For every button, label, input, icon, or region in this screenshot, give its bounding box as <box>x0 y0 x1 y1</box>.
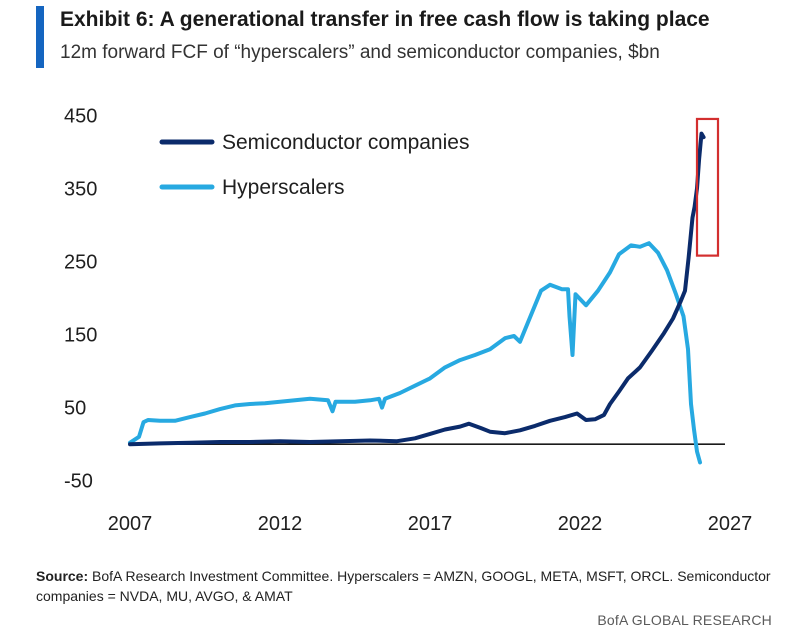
x-tick-label: 2012 <box>258 513 303 535</box>
series-line-hyperscalers <box>128 241 702 465</box>
fcf-line-chart: 450 350 250 150 50 -50 2007 2012 2017 2022 2027 S… <box>64 105 753 535</box>
legend: Semiconductor companies Hyperscalers <box>159 131 469 199</box>
source-text: BofA Research Investment Committee. Hype… <box>36 568 771 604</box>
x-tick-label: 2017 <box>408 513 453 535</box>
legend-label: Hyperscalers <box>222 176 345 199</box>
legend-label: Semiconductor companies <box>222 131 469 154</box>
accent-bar <box>36 6 44 68</box>
source-label: Source: <box>36 568 89 584</box>
y-axis-ticks: 450 350 250 150 50 -50 <box>64 105 97 492</box>
chart-subtitle: 12m forward FCF of “hyperscalers” and se… <box>60 42 660 63</box>
y-tick-label: -50 <box>64 471 93 493</box>
series-layer <box>128 131 706 465</box>
chart-title: Exhibit 6: A generational transfer in fr… <box>60 8 710 31</box>
y-tick-label: 250 <box>64 251 97 273</box>
highlight-box <box>695 117 720 257</box>
brand-label: BofA GLOBAL RESEARCH <box>597 612 772 628</box>
series-line-semiconductor <box>128 131 706 447</box>
y-tick-label: 450 <box>64 105 97 127</box>
x-axis-ticks: 2007 2012 2017 2022 2027 <box>108 513 753 535</box>
source-note: Source: BofA Research Investment Committ… <box>36 566 776 606</box>
x-tick-label: 2007 <box>108 513 153 535</box>
y-tick-label: 150 <box>64 325 97 347</box>
y-tick-label: 350 <box>64 178 97 200</box>
x-tick-label: 2027 <box>708 513 753 535</box>
y-tick-label: 50 <box>64 398 86 420</box>
x-tick-label: 2022 <box>558 513 603 535</box>
